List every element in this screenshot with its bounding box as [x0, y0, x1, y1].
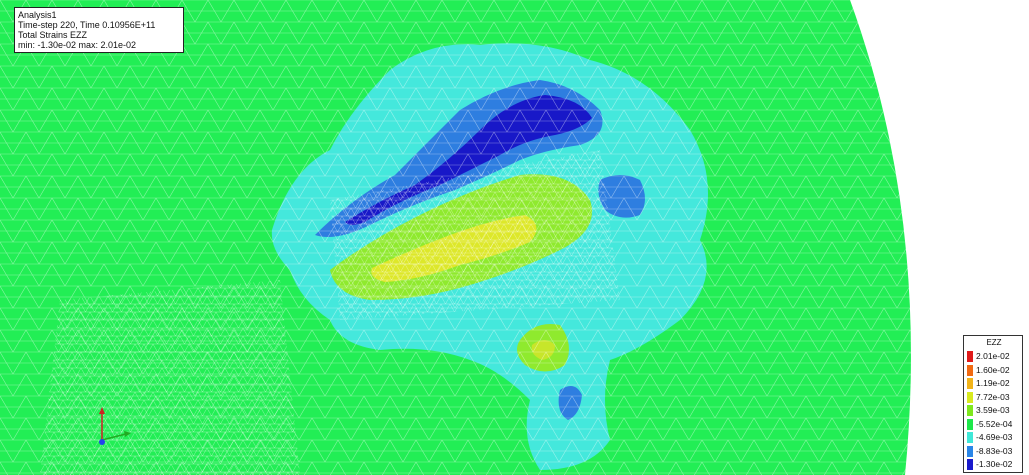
result-info-box: Analysis1 Time-step 220, Time 0.10956E+1… [14, 7, 184, 53]
result-range: min: -1.30e-02 max: 2.01e-02 [18, 40, 137, 50]
legend-entry: -4.69e-03 [967, 431, 1023, 444]
legend-entry: 1.60e-02 [967, 364, 1023, 377]
legend-label: 2.01e-02 [976, 351, 1010, 361]
legend-entry: -1.30e-02 [967, 458, 1023, 471]
legend-entry: -5.52e-04 [967, 418, 1023, 431]
legend-label: -8.83e-03 [976, 445, 1013, 456]
legend-swatch [967, 432, 973, 443]
legend-swatch [967, 364, 973, 376]
color-legend: EZZ 2.01e-02 1.60e-02 1.19e-02 7.72e-03 3.59… [963, 335, 1023, 473]
legend-swatch [967, 351, 973, 362]
legend-entry: 3.59e-03 [967, 404, 1023, 417]
legend-entry: 1.19e-02 [967, 377, 1023, 390]
legend-swatch [967, 459, 973, 470]
legend-entry: 7.72e-03 [967, 391, 1023, 404]
legend-swatch [967, 378, 973, 389]
timestep-label: Time-step 220, Time 0.10956E+11 [18, 20, 156, 30]
legend-entry: -8.83e-03 [967, 445, 1023, 458]
mesh-overlay-fine-center [330, 150, 620, 320]
legend-label: -5.52e-04 [976, 418, 1013, 429]
legend-label: 7.72e-03 [976, 391, 1010, 402]
result-name: Total Strains EZZ [18, 30, 88, 40]
legend-label: 1.19e-02 [976, 378, 1010, 388]
axes-triad-icon [99, 407, 131, 445]
legend-entry: 2.01e-02 [967, 350, 1023, 363]
legend-label: -4.69e-03 [976, 432, 1013, 442]
legend-label: -1.30e-02 [976, 459, 1013, 469]
legend-label: 3.59e-03 [976, 405, 1010, 415]
legend-swatch [967, 418, 973, 430]
legend-swatch [967, 445, 973, 457]
legend-swatch [967, 405, 973, 416]
legend-label: 1.60e-02 [976, 364, 1010, 375]
legend-swatch [967, 391, 973, 403]
legend-title: EZZ [986, 338, 1002, 347]
mesh-overlay-fine [40, 280, 300, 475]
analysis-name: Analysis1 [18, 10, 57, 20]
